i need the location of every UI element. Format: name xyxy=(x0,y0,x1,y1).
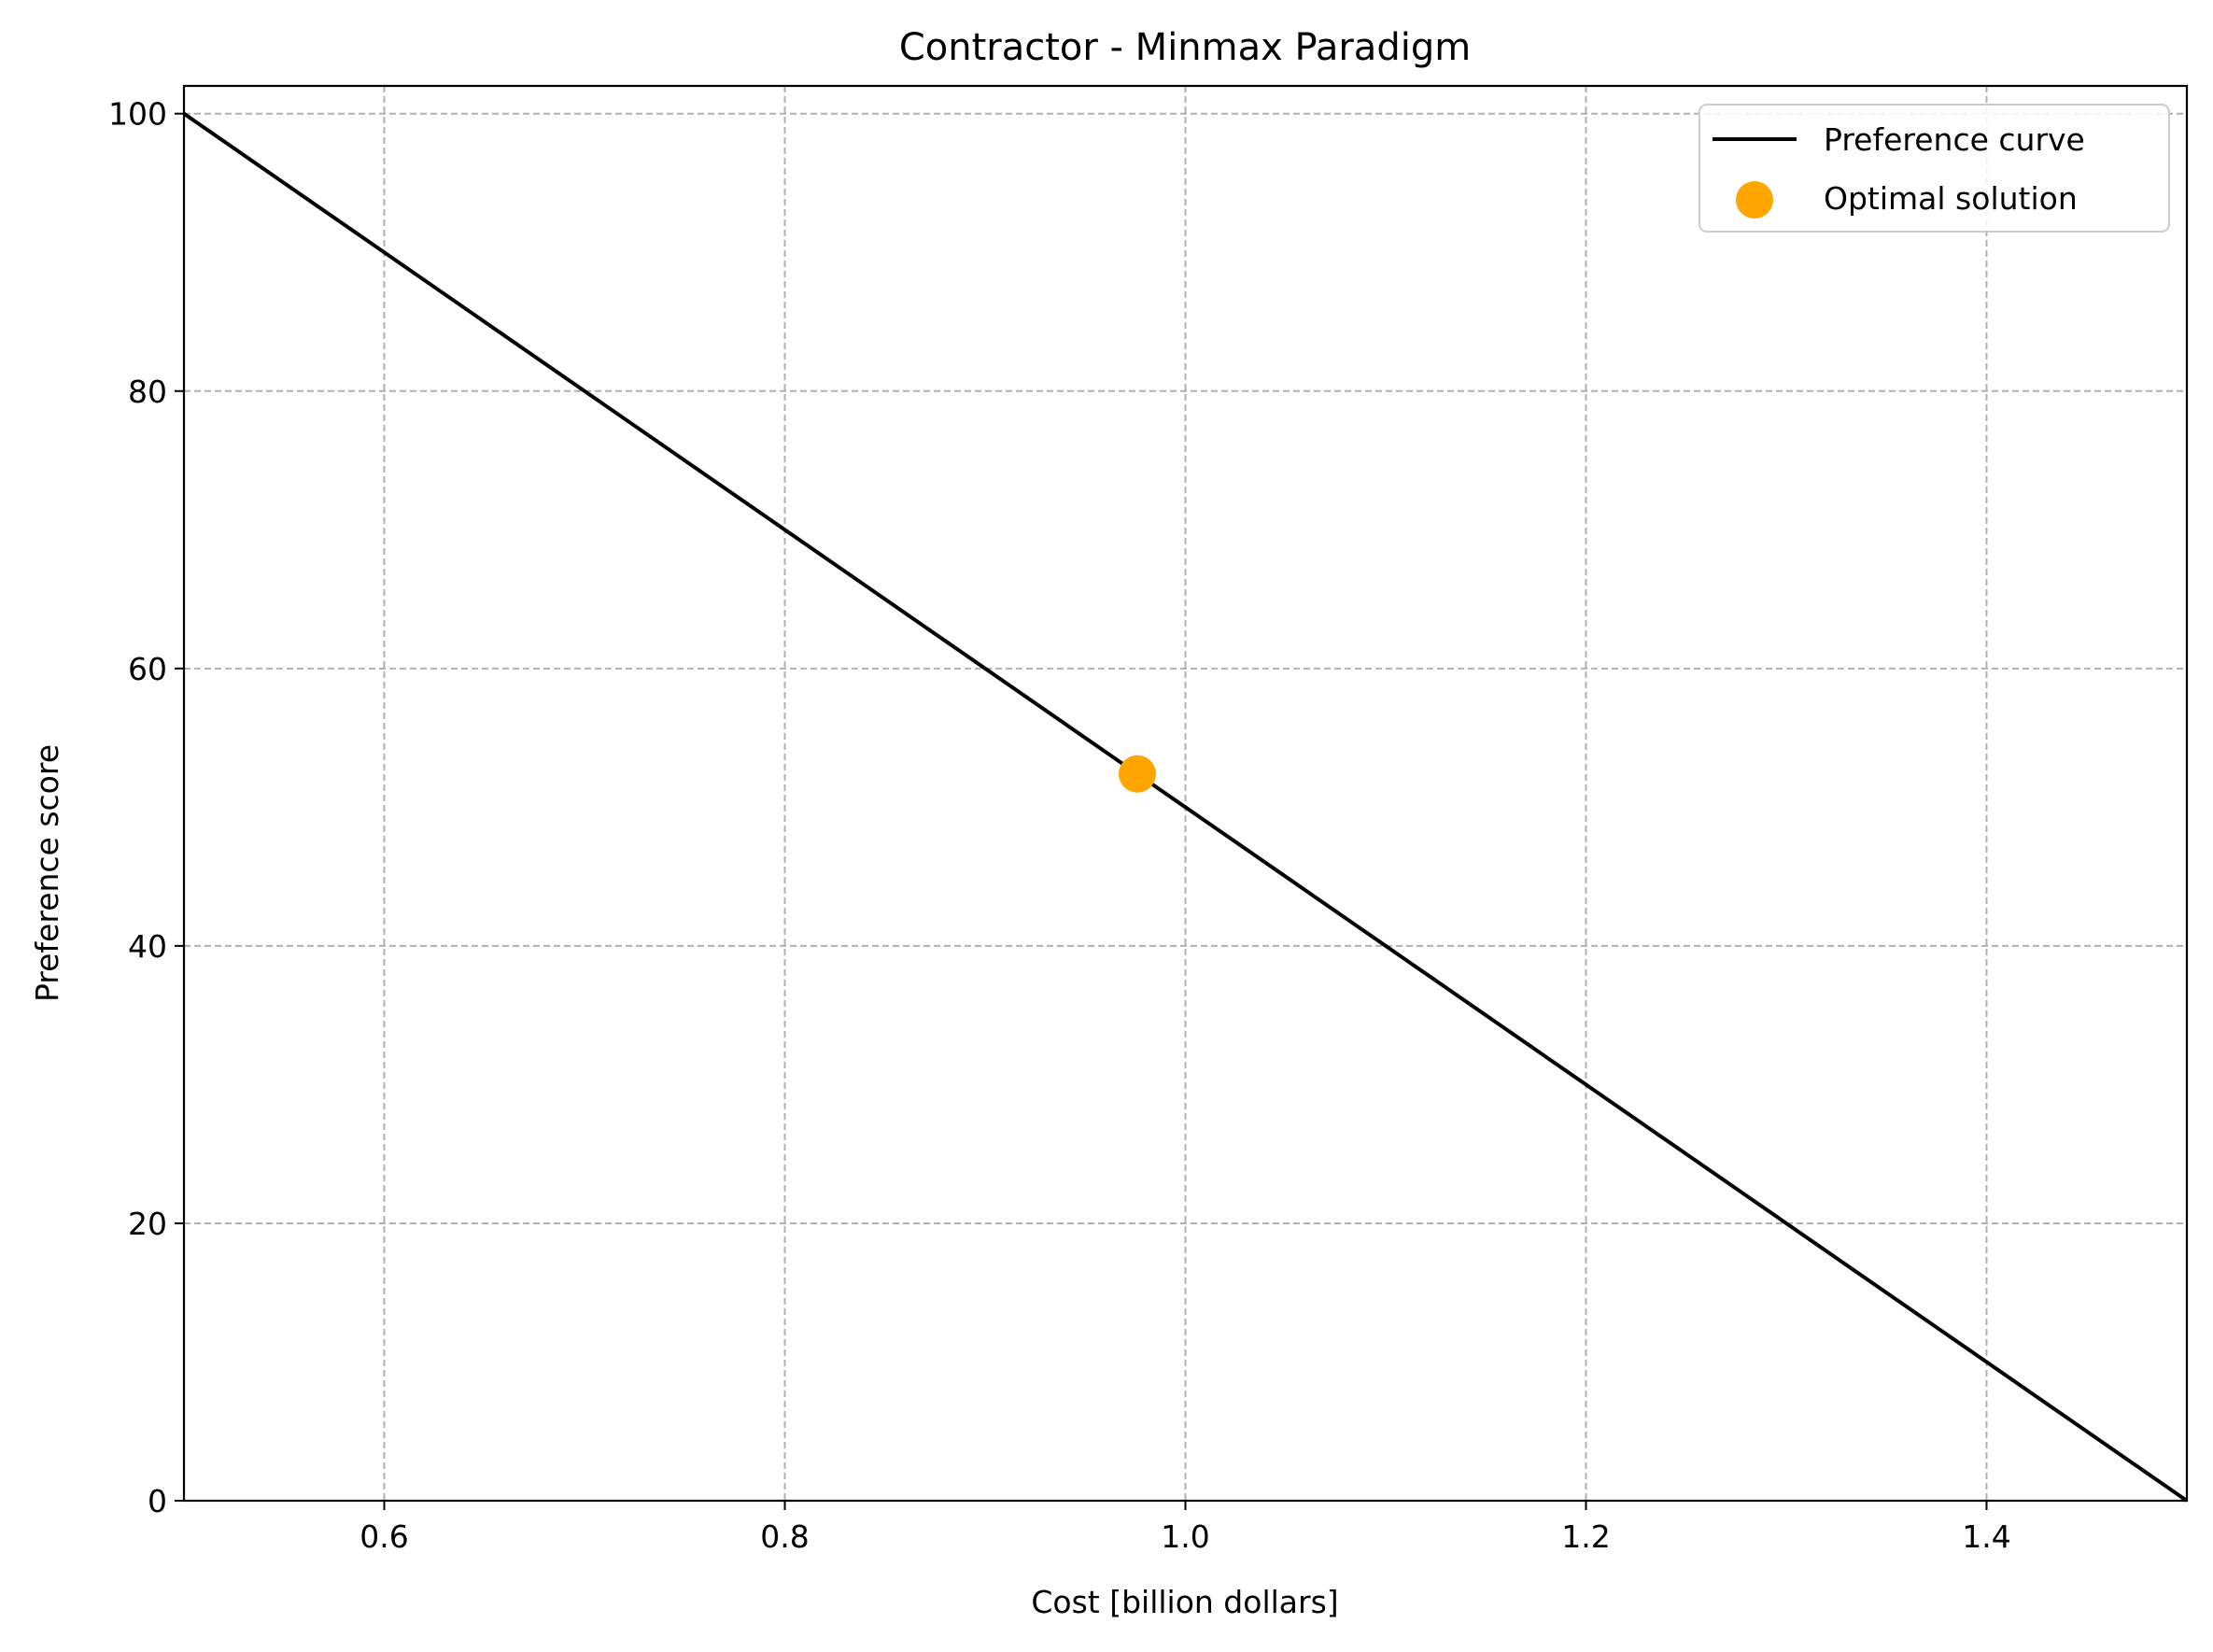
y-axis-ticks: 0 20 40 60 80 100 xyxy=(108,96,184,1519)
legend-box xyxy=(1699,104,2170,233)
y-tick-label: 40 xyxy=(128,928,167,965)
y-tick-label: 60 xyxy=(128,651,167,687)
plot-series xyxy=(182,112,2189,1503)
chart-title: Contractor - Minmax Paradigm xyxy=(899,26,1471,69)
x-tick-label: 1.4 xyxy=(1962,1518,2010,1555)
y-tick-label: 100 xyxy=(108,96,167,133)
x-tick-label: 0.8 xyxy=(760,1518,809,1555)
legend-label-optimal-solution: Optimal solution xyxy=(1824,180,2078,217)
series-line-preference-curve xyxy=(182,112,2189,1503)
y-axis-label: Preference score xyxy=(29,744,65,1002)
x-tick-label: 1.2 xyxy=(1561,1518,1610,1555)
y-tick-label: 0 xyxy=(148,1483,167,1519)
x-axis-ticks: 0.6 0.8 1.0 1.2 1.4 xyxy=(359,1501,2011,1555)
y-tick-label: 20 xyxy=(128,1206,167,1242)
x-tick-label: 0.6 xyxy=(359,1518,408,1555)
x-tick-label: 1.0 xyxy=(1161,1518,1209,1555)
scatter-point-optimal-solution xyxy=(1119,755,1157,793)
legend: Preference curve Optimal solution xyxy=(1699,104,2170,233)
y-tick-label: 80 xyxy=(128,374,167,410)
legend-label-preference-curve: Preference curve xyxy=(1824,121,2085,158)
x-axis-label: Cost [billion dollars] xyxy=(1031,1584,1338,1620)
legend-marker-swatch xyxy=(1736,181,1773,219)
